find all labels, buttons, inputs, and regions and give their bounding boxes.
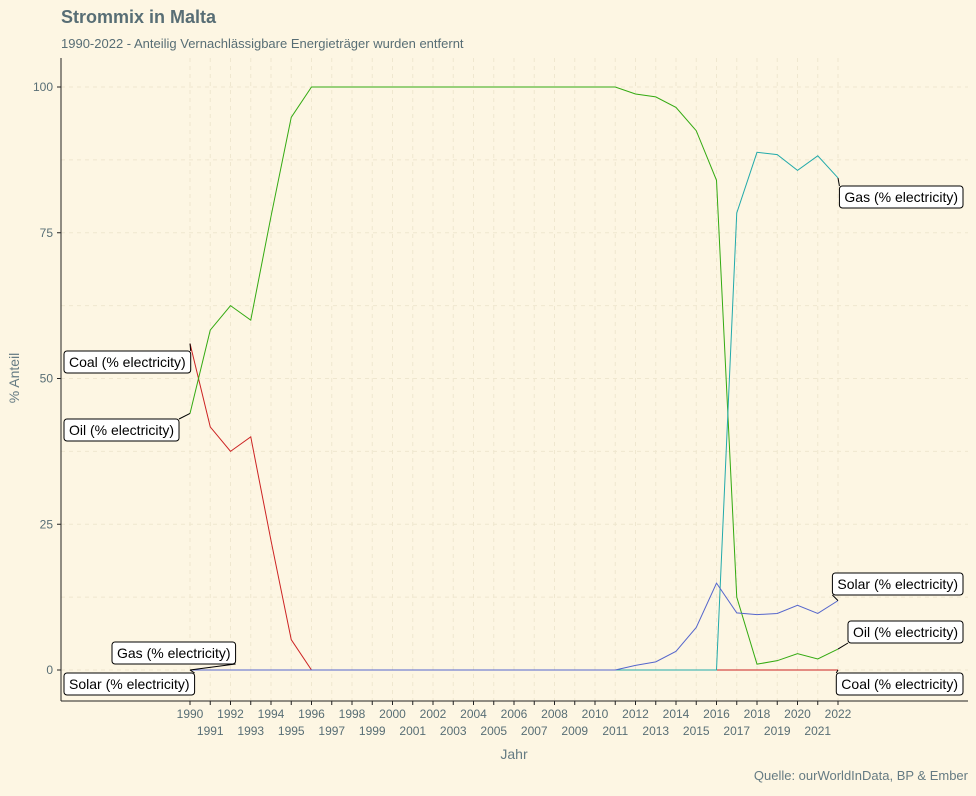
x-tick-label: 1994 xyxy=(258,707,285,721)
x-tick-label: 1998 xyxy=(339,707,366,721)
x-tick-label: 2006 xyxy=(501,707,528,721)
series-lines xyxy=(189,86,839,671)
axes: 0 25 50 75 100 1990 1991 1992 1993 1994 1995 1996 19… xyxy=(33,58,968,738)
chart-title: Strommix in Malta xyxy=(61,7,217,27)
grid xyxy=(61,58,968,701)
series-label-leader xyxy=(832,594,839,601)
x-tick-label: 1990 xyxy=(177,707,204,721)
series-label-box xyxy=(63,418,180,442)
series-label-text: Solar (% electricity) xyxy=(69,676,190,692)
x-tick-label: 1993 xyxy=(237,724,264,738)
x-tick-label: 2017 xyxy=(723,724,750,738)
x-tick-label: 2000 xyxy=(379,707,406,721)
series-label-text: Coal (% electricity) xyxy=(69,354,186,370)
x-tick-label: 2014 xyxy=(663,707,690,721)
series-label-leader xyxy=(178,413,191,420)
x-tick-label: 2015 xyxy=(683,724,710,738)
series-label: Coal (% electricity) xyxy=(63,343,192,374)
series-label: Solar (% electricity) xyxy=(831,572,964,601)
x-tick-label: 2022 xyxy=(825,707,852,721)
x-tick-label: 2007 xyxy=(521,724,548,738)
y-tick-label: 75 xyxy=(40,226,54,240)
x-tick-label: 2011 xyxy=(602,724,628,738)
series-label-box xyxy=(111,641,237,665)
x-tick-label: 2003 xyxy=(440,724,467,738)
x-tick-label: 1991 xyxy=(197,724,224,738)
series-label-text: Oil (% electricity) xyxy=(853,624,958,640)
x-tick-label: 2001 xyxy=(399,724,426,738)
x-tick-label: 1995 xyxy=(278,724,305,738)
series-label: Gas (% electricity) xyxy=(111,641,237,671)
x-tick-label: 2004 xyxy=(460,707,487,721)
series-label-box xyxy=(831,572,964,596)
x-tick-label: 2009 xyxy=(561,724,588,738)
chart-caption: Quelle: ourWorldInData, BP & Ember xyxy=(754,768,969,783)
series-label-leader xyxy=(189,663,236,671)
series-label-box xyxy=(63,672,196,696)
series-label: Oil (% electricity) xyxy=(837,620,964,650)
series-label-text: Solar (% electricity) xyxy=(837,576,958,592)
series-label-leader xyxy=(837,177,840,187)
x-tick-label: 1992 xyxy=(217,707,244,721)
series-label-text: Oil (% electricity) xyxy=(69,422,174,438)
series-line xyxy=(189,86,839,665)
series-label-box xyxy=(63,350,192,374)
x-tick-label: 2005 xyxy=(480,724,507,738)
y-axis-title: % Anteil xyxy=(6,353,22,404)
series-label: Solar (% electricity) xyxy=(63,669,196,696)
series-label-leader xyxy=(189,669,195,674)
series-label-box xyxy=(847,620,964,644)
x-axis-title: Jahr xyxy=(500,746,528,762)
x-tick-label: 2008 xyxy=(541,707,568,721)
series-label: Coal (% electricity) xyxy=(835,669,964,696)
x-tick-label: 2012 xyxy=(622,707,649,721)
x-tick-label: 2019 xyxy=(764,724,791,738)
series-label-leader xyxy=(189,343,192,352)
y-tick-label: 50 xyxy=(40,372,54,386)
x-tick-label: 2002 xyxy=(420,707,447,721)
x-tick-label: 2013 xyxy=(642,724,669,738)
x-tick-label: 1997 xyxy=(318,724,345,738)
series-label-text: Gas (% electricity) xyxy=(844,189,958,205)
y-tick-label: 25 xyxy=(40,517,54,531)
x-tick-label: 2021 xyxy=(804,724,831,738)
y-tick-label: 100 xyxy=(33,80,53,94)
x-tick-label: 2016 xyxy=(703,707,730,721)
y-tick-label: 0 xyxy=(46,663,53,677)
series-label-text: Gas (% electricity) xyxy=(117,645,231,661)
x-tick-label: 2020 xyxy=(784,707,811,721)
series-label-box xyxy=(838,185,964,209)
series-label-leader xyxy=(837,642,849,650)
x-tick-label: 2018 xyxy=(744,707,771,721)
x-tick-label: 1996 xyxy=(298,707,325,721)
series-label-text: Coal (% electricity) xyxy=(841,676,958,692)
x-tick-label: 1999 xyxy=(359,724,386,738)
series-label-leader xyxy=(835,669,839,674)
series-label-box xyxy=(835,672,964,696)
series-line xyxy=(190,582,839,671)
chart-subtitle: 1990-2022 - Anteilig Vernachlässigbare E… xyxy=(61,36,464,51)
series-labels: Coal (% electricity) Oil (% electricity) G… xyxy=(63,177,964,696)
series-label: Oil (% electricity) xyxy=(63,413,191,442)
x-tick-label: 2010 xyxy=(582,707,609,721)
series-label: Gas (% electricity) xyxy=(837,177,964,209)
